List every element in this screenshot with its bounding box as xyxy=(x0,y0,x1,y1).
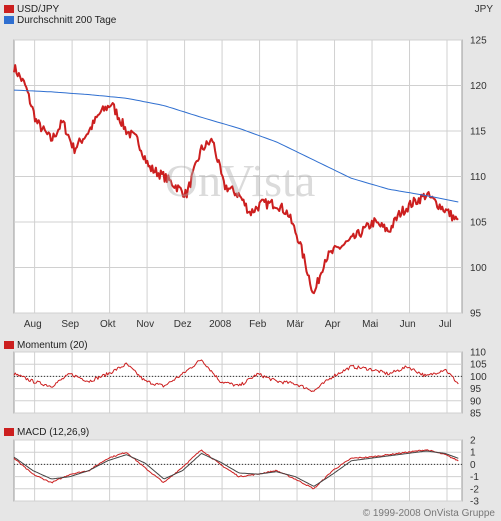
x-tick-label: Sep xyxy=(61,319,79,330)
macd-title: MACD (12,26,9) xyxy=(17,427,90,438)
momentum-swatch xyxy=(4,341,14,349)
macd-y-tick-label: 2 xyxy=(470,436,476,447)
macd-y-tick-label: -3 xyxy=(470,497,479,508)
legend-swatch-blue xyxy=(4,16,14,24)
currency-label: JPY xyxy=(474,4,493,15)
momentum-legend: Momentum (20) xyxy=(4,340,88,351)
legend-swatch-red xyxy=(4,5,14,13)
momentum-y-tick-label: 85 xyxy=(470,409,482,420)
macd-y-tick-label: -2 xyxy=(470,484,479,495)
macd-panel xyxy=(13,439,463,502)
x-tick-label: Aug xyxy=(24,319,42,330)
price-y-tick-label: 125 xyxy=(470,36,487,47)
momentum-series-momentum-20 xyxy=(13,359,459,392)
legend-item-ma200: Durchschnitt 200 Tage xyxy=(4,15,116,26)
momentum-title: Momentum (20) xyxy=(17,340,88,351)
onvista-watermark: OnVista xyxy=(165,155,316,206)
x-tick-label: 2008 xyxy=(209,319,232,330)
macd-y-tick-label: 0 xyxy=(470,460,476,471)
price-series-usd-jpy xyxy=(13,64,459,295)
x-tick-label: Mär xyxy=(287,319,305,330)
momentum-y-tick-label: 105 xyxy=(470,360,487,371)
price-y-tick-label: 100 xyxy=(470,263,487,274)
x-tick-label: Dez xyxy=(174,319,192,330)
momentum-y-tick-label: 95 xyxy=(470,384,482,395)
price-y-tick-label: 120 xyxy=(470,81,487,92)
x-tick-label: Nov xyxy=(136,319,154,330)
momentum-y-tick-label: 100 xyxy=(470,372,487,383)
price-y-tick-label: 95 xyxy=(470,309,482,320)
macd-swatch xyxy=(4,428,14,436)
legend-item-usdjpy: USD/JPY xyxy=(4,4,59,15)
macd-series-signal xyxy=(13,450,459,487)
momentum-panel xyxy=(13,351,463,414)
legend-label-usdjpy: USD/JPY xyxy=(17,4,60,15)
macd-legend: MACD (12,26,9) xyxy=(4,427,89,438)
copyright-notice: © 1999-2008 OnVista Gruppe xyxy=(362,508,495,519)
x-tick-label: Feb xyxy=(249,319,267,330)
price-y-tick-label: 110 xyxy=(470,172,486,183)
macd-y-tick-label: -1 xyxy=(470,472,479,483)
momentum-y-tick-label: 90 xyxy=(470,396,482,407)
x-tick-label: Okt xyxy=(100,319,116,330)
x-tick-label: Jul xyxy=(439,319,452,330)
momentum-y-tick-label: 110 xyxy=(470,348,486,359)
x-tick-label: Mai xyxy=(362,319,378,330)
price-y-tick-label: 115 xyxy=(470,127,486,138)
price-y-tick-label: 105 xyxy=(470,218,487,229)
x-tick-label: Apr xyxy=(325,319,341,330)
macd-y-tick-label: 1 xyxy=(470,448,476,459)
price-series-durchschnitt-200-tage xyxy=(13,89,459,203)
legend-label-ma200: Durchschnitt 200 Tage xyxy=(17,15,117,26)
x-tick-label: Jun xyxy=(400,319,416,330)
